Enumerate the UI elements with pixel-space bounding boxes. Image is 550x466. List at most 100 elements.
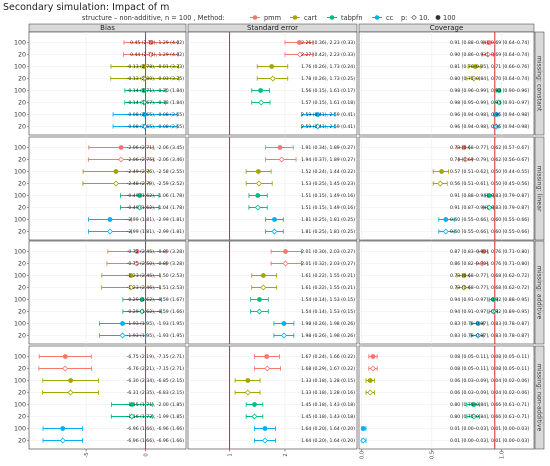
- data-label-se: 1.64 (0.20), 1.64 (0.20): [301, 438, 355, 444]
- m-tick-label: 100: [14, 112, 26, 119]
- group-strip: [534, 345, 545, 450]
- marker-cov: [443, 217, 449, 222]
- point-cov-tabpfn: [488, 308, 499, 315]
- group-strip: [534, 31, 545, 136]
- data-label-cov: 0.08 [0.05–0.11], 0.08 [0.05–0.11]: [450, 366, 529, 372]
- group-strip: [534, 136, 545, 241]
- marker-cov: [442, 228, 449, 235]
- marker-se: [258, 88, 263, 93]
- data-label-se: 1.81 (0.25), 1.81 (0.25): [301, 229, 355, 235]
- data-label-cov: 0.86 [0.82–0.90], 0.76 [0.71–0.80]: [450, 261, 529, 267]
- point-cov-pmm: [477, 249, 489, 254]
- marker-cov: [486, 204, 493, 211]
- group-label: missing: constant: [536, 56, 543, 112]
- point-bias-tabpfn: [120, 204, 160, 211]
- point-cov-pmm: [457, 156, 473, 163]
- data-label-se: 1.45 (0.18), 1.43 (0.18): [301, 402, 355, 408]
- data-label-se: 1.98 (0.26), 1.98 (0.26): [301, 333, 355, 339]
- m-tick-label: 20: [18, 229, 26, 236]
- data-label-cov: 0.80 [0.75–0.84], 0.66 [0.61–0.71]: [450, 402, 529, 408]
- point-bias-pmm: [106, 260, 167, 267]
- legend-label-cart: cart: [304, 14, 317, 22]
- point-cov-tabpfn: [483, 204, 494, 211]
- plot-area: Bias -5 0 Standard error 1 2 Coverage 0.0 0.5 1.0…: [14, 23, 545, 459]
- data-label-bias: -6.75 (2.19), -7.15 (2.71): [127, 354, 184, 360]
- data-label-bias: -0.13 (2.78), -0.01 (3.23): [127, 64, 184, 70]
- point-cov-cart: [456, 284, 471, 291]
- point-bias-cc: [88, 217, 132, 222]
- data-label-se: 2.01 (0.32), 2.03 (0.27): [301, 261, 355, 267]
- point-bias-tabpfn: [111, 402, 153, 407]
- data-label-se: 2.59 (0.41), 2.59 (0.41): [301, 124, 355, 130]
- data-label-bias: -1.15 (1.71), -2.00 (1.85): [127, 402, 184, 408]
- data-label-cov: 0.80 [0.75–0.84], 0.70 [0.64–0.74]: [450, 76, 529, 82]
- data-label-se: 1.33 (0.18), 1.28 (0.15): [301, 378, 355, 384]
- data-label-se: 1.91 (0.34), 1.89 (0.27): [301, 145, 355, 151]
- marker-se: [257, 297, 262, 302]
- marker-cov: [493, 112, 499, 117]
- point-bias-pmm: [123, 40, 179, 45]
- m-tick-label: 20: [18, 100, 26, 107]
- point-cov-pmm: [368, 354, 378, 359]
- point-se-pmm: [254, 354, 280, 359]
- point-cov-tabpfn: [466, 402, 480, 407]
- data-label-se: 1.81 (0.25), 1.81 (0.25): [301, 217, 355, 223]
- marker-bias: [113, 169, 119, 174]
- x-tick-label-se: 2: [283, 453, 289, 456]
- data-label-cov: 0.98 [0.95–0.99], 0.94 [0.91–0.97]: [450, 100, 529, 106]
- marker-bias: [107, 217, 113, 222]
- panel-bg: [28, 345, 187, 450]
- data-label-bias: -2.06 (2.75), -2.06 (3.46): [127, 157, 184, 163]
- marker-cov: [481, 249, 486, 254]
- marker-bias: [139, 297, 145, 302]
- marker-se: [255, 180, 262, 187]
- marker-bias: [62, 354, 68, 359]
- panel-bg: [358, 136, 535, 241]
- panel-bg: [358, 345, 535, 450]
- marker-bias: [141, 75, 147, 82]
- point-se-cc: [265, 217, 284, 222]
- marker-bias: [62, 365, 69, 372]
- m-tick-label: 100: [14, 64, 26, 71]
- marker-se: [314, 123, 321, 130]
- point-se-pmm: [270, 249, 303, 254]
- marker-cov: [470, 75, 477, 82]
- marker-bias: [113, 180, 120, 187]
- point-bias-pmm: [123, 51, 179, 58]
- marker-bias: [127, 284, 134, 291]
- marker-bias: [136, 204, 143, 211]
- data-label-cov: 0.83 [0.78–0.87], 0.83 [0.78–0.87]: [450, 333, 529, 339]
- marker-cov: [461, 145, 467, 150]
- data-label-cov: 0.73 [0.68–0.77], 0.68 [0.62–0.72]: [450, 285, 529, 291]
- data-label-cov: 0.60 [0.55–0.66], 0.60 [0.55–0.66]: [450, 217, 529, 223]
- data-label-se: 1.61 (0.22), 1.55 (0.21): [301, 285, 355, 291]
- data-label-bias: -1.93 (1.95), -1.93 (1.95): [127, 333, 184, 339]
- marker-bias: [139, 308, 146, 315]
- data-label-bias: -0.14 (1.71), -0.20 (1.84): [127, 88, 184, 94]
- marker-se: [272, 217, 277, 222]
- marker-se: [264, 354, 270, 359]
- marker-se: [251, 413, 258, 420]
- marker-se: [264, 365, 271, 372]
- data-label-cov: 0.06 [0.03–0.09], 0.04 [0.02–0.06]: [450, 378, 529, 384]
- marker-se: [278, 156, 285, 163]
- group-strip: [534, 240, 545, 345]
- point-se-pmm: [265, 145, 294, 150]
- data-label-bias: -1.16 (1.72), -1.99 (1.85): [127, 414, 184, 420]
- point-se-cart: [234, 378, 261, 383]
- marker-bias: [141, 88, 147, 93]
- m-tick-label: 100: [14, 354, 26, 361]
- m-tick-label: 100: [14, 297, 26, 304]
- legend-label-tabpfn: tabpfn: [341, 14, 363, 22]
- panel-bg: [28, 31, 187, 136]
- point-se-cart: [245, 180, 273, 187]
- legend-p-10: 10.: [419, 14, 430, 22]
- marker-cov: [484, 51, 491, 58]
- marker-bias: [147, 51, 154, 58]
- point-cov-tabpfn: [494, 99, 502, 106]
- chart-title: Secondary simulation: Impact of m: [3, 2, 169, 13]
- marker-cov: [486, 193, 492, 198]
- point-bias-tabpfn: [120, 193, 160, 198]
- data-label-bias: -2.48 (2.79), -2.59 (2.52): [127, 181, 184, 187]
- legend-p-100: 100: [443, 14, 456, 22]
